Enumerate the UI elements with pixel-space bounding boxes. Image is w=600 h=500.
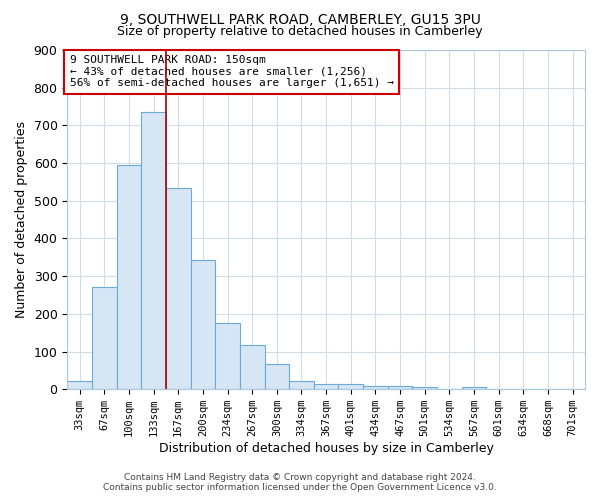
Bar <box>92 286 116 389</box>
Bar <box>388 386 412 389</box>
Bar <box>363 386 388 389</box>
Bar <box>116 165 141 389</box>
Bar <box>265 364 289 389</box>
Bar <box>338 384 363 389</box>
Bar <box>240 345 265 389</box>
Y-axis label: Number of detached properties: Number of detached properties <box>15 121 28 318</box>
Bar <box>141 112 166 389</box>
Bar <box>67 381 92 389</box>
Bar <box>412 386 437 389</box>
Bar <box>462 388 487 389</box>
Bar <box>289 381 314 389</box>
Text: 9, SOUTHWELL PARK ROAD, CAMBERLEY, GU15 3PU: 9, SOUTHWELL PARK ROAD, CAMBERLEY, GU15 … <box>119 12 481 26</box>
Text: Contains HM Land Registry data © Crown copyright and database right 2024.
Contai: Contains HM Land Registry data © Crown c… <box>103 473 497 492</box>
Bar <box>215 322 240 389</box>
Text: 9 SOUTHWELL PARK ROAD: 150sqm
← 43% of detached houses are smaller (1,256)
56% o: 9 SOUTHWELL PARK ROAD: 150sqm ← 43% of d… <box>70 55 394 88</box>
Bar <box>166 188 191 389</box>
Bar <box>314 384 338 389</box>
Text: Size of property relative to detached houses in Camberley: Size of property relative to detached ho… <box>117 25 483 38</box>
X-axis label: Distribution of detached houses by size in Camberley: Distribution of detached houses by size … <box>159 442 494 455</box>
Bar <box>191 260 215 389</box>
